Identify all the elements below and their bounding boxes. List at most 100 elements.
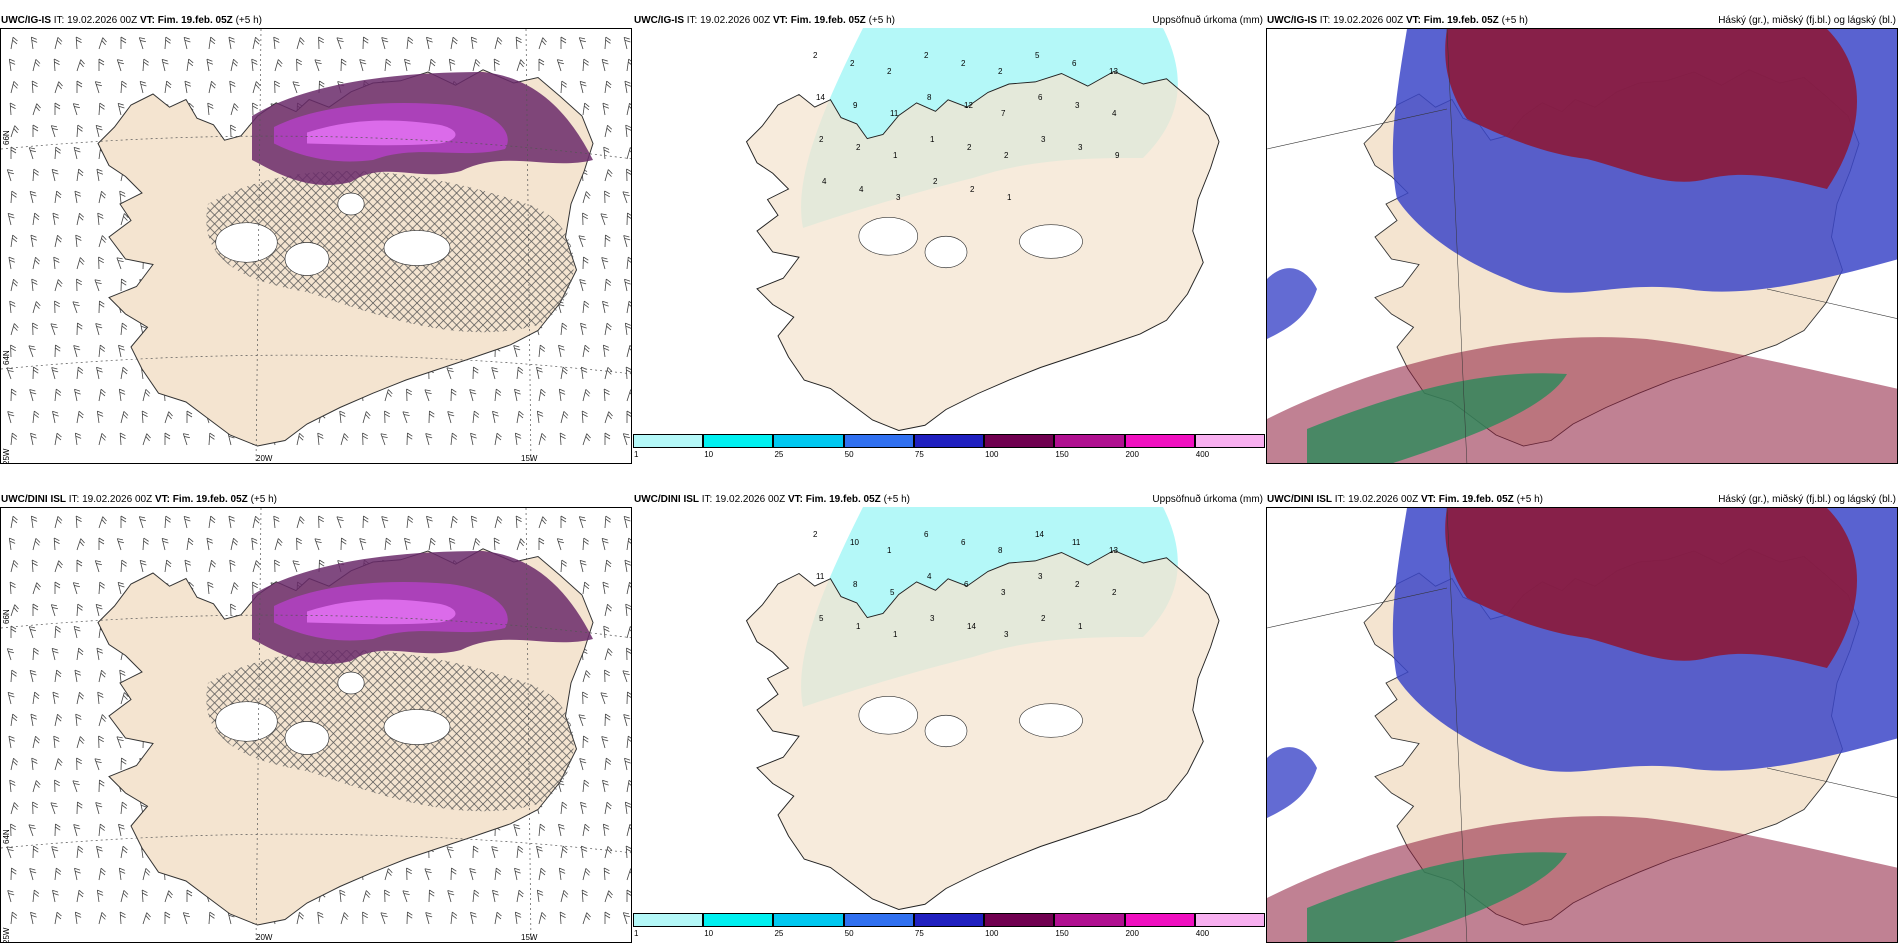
precip-value: 6 xyxy=(1038,93,1043,102)
precip-value: 2 xyxy=(924,51,929,60)
precip-value: 11 xyxy=(890,109,899,118)
precip-value: 3 xyxy=(1078,143,1083,152)
mid-cloud xyxy=(1267,268,1317,339)
glacier xyxy=(383,709,451,745)
colorbar-label: 25 xyxy=(774,929,784,938)
panel-bottom-left: UWC/DINI ISL IT: 19.02.2026 00Z VT: Fim.… xyxy=(0,493,632,943)
colorbar-segment xyxy=(703,434,774,448)
glacier xyxy=(284,242,330,276)
mid-cloud xyxy=(1267,747,1317,818)
colorbar-segment xyxy=(633,913,704,927)
precip-value: 2 xyxy=(967,143,972,152)
colorbar-label: 10 xyxy=(704,450,714,459)
high-cloud xyxy=(1445,29,1857,189)
precip-value: 6 xyxy=(924,530,929,539)
precip-value: 13 xyxy=(1109,546,1118,555)
colorbar-label: 50 xyxy=(844,929,854,938)
precip-value: 2 xyxy=(813,530,818,539)
precip-value: 6 xyxy=(961,538,966,547)
iceland-land xyxy=(745,70,1220,431)
precip-value: 1 xyxy=(893,151,898,160)
low-cloud xyxy=(1307,852,1567,942)
wind-snow-map: 66N 64N 25W 20W 15W xyxy=(1,29,631,463)
panel-title: UWC/IG-IS IT: 19.02.2026 00Z VT: Fim. 19… xyxy=(1267,15,1528,26)
snow-band xyxy=(307,599,456,625)
colorbar-label: 1 xyxy=(634,929,639,938)
glacier xyxy=(1019,703,1083,738)
precip-value: 9 xyxy=(853,101,858,110)
precip-value: 1 xyxy=(1078,622,1083,631)
map-frame xyxy=(1266,28,1898,464)
panel-top-middle: UWC/IG-IS IT: 19.02.2026 00Z VT: Fim. 19… xyxy=(633,14,1265,464)
map-frame: 66N 64N 25W 20W 15W xyxy=(0,507,632,943)
precip-value: 1 xyxy=(893,630,898,639)
precip-value: 14 xyxy=(1035,530,1044,539)
colorbar-label: 100 xyxy=(985,450,999,459)
graticule-label: 64N xyxy=(2,350,11,365)
precip-value: 3 xyxy=(1001,588,1006,597)
colorbar-segment xyxy=(913,434,985,448)
colorbar-label: 25 xyxy=(774,450,784,459)
cloud-map xyxy=(1267,29,1897,463)
colorbar-label: 150 xyxy=(1055,929,1069,938)
colorbar-label: 1 xyxy=(634,450,639,459)
panel-title: UWC/IG-IS IT: 19.02.2026 00Z VT: Fim. 19… xyxy=(634,15,895,26)
precip-value: 6 xyxy=(1072,59,1077,68)
precip-value: 2 xyxy=(819,135,824,144)
glacier xyxy=(284,721,330,755)
graticule-label: 15W xyxy=(521,454,538,463)
colorbar-label: 75 xyxy=(914,450,924,459)
wind-barbs xyxy=(6,515,631,925)
panel-bottom-right: UWC/DINI ISL IT: 19.02.2026 00Z VT: Fim.… xyxy=(1266,493,1898,943)
panel-parameter: Uppsöfnuð úrkoma (mm) xyxy=(1152,494,1263,505)
colorbar-segment xyxy=(913,913,985,927)
precip-value: 2 xyxy=(1112,588,1117,597)
precip-value: 2 xyxy=(961,59,966,68)
glacier xyxy=(337,192,365,216)
colorbar-segment xyxy=(843,434,914,448)
colorbar-segment xyxy=(1054,913,1125,927)
high-cloud xyxy=(1445,508,1857,668)
precip-value: 6 xyxy=(964,580,969,589)
precip-value: 2 xyxy=(1075,580,1080,589)
precip-value: 3 xyxy=(1038,572,1043,581)
iceland-land xyxy=(745,549,1220,910)
glacier xyxy=(337,671,365,695)
graticule-label: 66N xyxy=(2,609,11,624)
precip-value: 10 xyxy=(850,538,859,547)
map-frame: 2 2 2 2 2 2 5 6 13 14 9 11 8 12 7 6 3 4 2 2 1 1 2 2 3 3 9 4 4 3 2 2 1 xyxy=(633,28,1265,448)
colorbar-segment xyxy=(1124,913,1195,927)
low-cloud xyxy=(1307,373,1567,463)
colorbar-segment xyxy=(773,434,844,448)
precip-value: 3 xyxy=(930,614,935,623)
panel-title: UWC/DINI ISL IT: 19.02.2026 00Z VT: Fim.… xyxy=(1,494,277,505)
colorbar-segment xyxy=(984,434,1055,448)
colorbar-segment xyxy=(1054,434,1125,448)
cloud-map xyxy=(1267,508,1897,942)
precip-value: 2 xyxy=(1041,614,1046,623)
colorbar-segment xyxy=(703,913,774,927)
graticule-label: 20W xyxy=(256,454,273,463)
panel-top-right: UWC/IG-IS IT: 19.02.2026 00Z VT: Fim. 19… xyxy=(1266,14,1898,464)
colorbar: 1 10 25 50 75 100 150 200 400 xyxy=(633,913,1265,938)
precip-value: 4 xyxy=(859,185,864,194)
glacier xyxy=(924,235,968,269)
graticule-label: 64N xyxy=(2,829,11,844)
colorbar-segment xyxy=(1194,434,1265,448)
glacier xyxy=(215,222,278,263)
precip-value: 8 xyxy=(998,546,1003,555)
colorbar-label: 400 xyxy=(1195,929,1210,938)
precip-value: 3 xyxy=(1041,135,1046,144)
glacier xyxy=(215,701,278,742)
glacier xyxy=(858,696,918,735)
snow-band xyxy=(307,120,456,146)
precip-value: 13 xyxy=(1109,67,1118,76)
precip-value: 2 xyxy=(856,143,861,152)
precip-value: 4 xyxy=(1112,109,1117,118)
precip-value: 2 xyxy=(1004,151,1009,160)
precip-value: 3 xyxy=(1004,630,1009,639)
precip-value: 11 xyxy=(1072,538,1081,547)
precip-value: 5 xyxy=(1035,51,1040,60)
precip-value: 8 xyxy=(927,93,932,102)
